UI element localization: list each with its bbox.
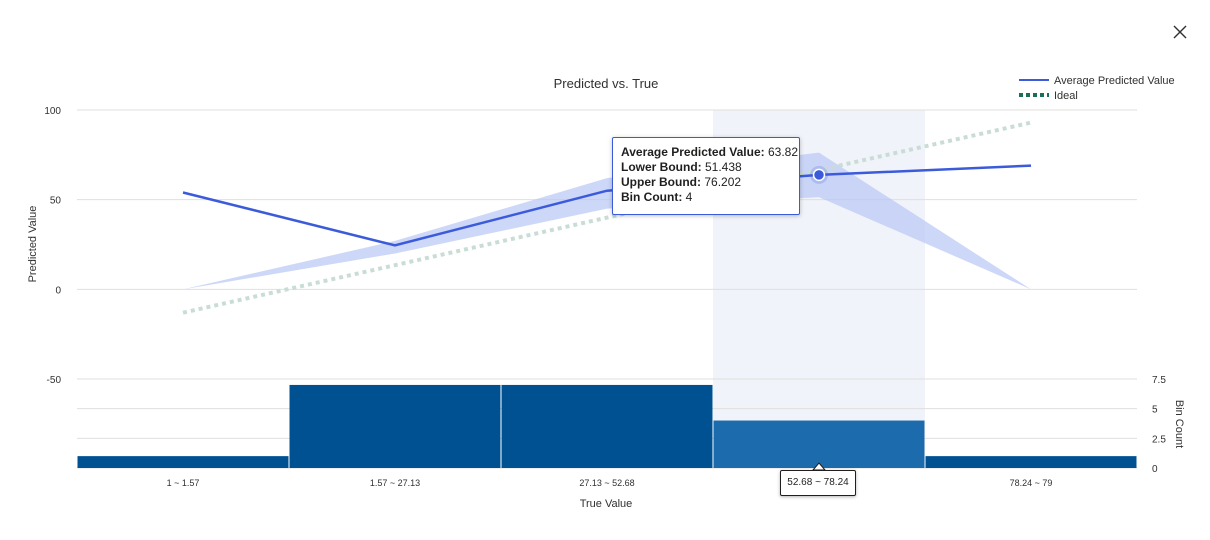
y-tick-label: 0 xyxy=(55,285,61,296)
ideal-line xyxy=(182,120,1032,315)
tooltip-lower-row: Lower Bound: 51.438 xyxy=(621,160,799,175)
legend-label-ideal: Ideal xyxy=(1054,90,1078,102)
data-point xyxy=(812,168,826,182)
chart-title: Predicted vs. True xyxy=(554,76,659,91)
tooltip-count-label: Bin Count: xyxy=(621,190,683,204)
y2-tick-label: 0 xyxy=(1152,464,1158,475)
tooltip-avg-value: 63.82 xyxy=(767,145,798,159)
confidence-band xyxy=(183,152,1031,290)
bin-bar xyxy=(713,420,925,468)
average-line xyxy=(182,164,1032,247)
tooltip-avg-label: Average Predicted Value: xyxy=(621,145,765,159)
bin-bar xyxy=(289,384,501,468)
y-tick-label: -50 xyxy=(47,375,62,386)
tooltip-count-value: 4 xyxy=(685,190,693,204)
y-tick-label: 50 xyxy=(50,196,62,207)
close-icon xyxy=(1173,25,1187,39)
y2-axis-label: Bin Count xyxy=(1173,400,1185,448)
x-tick-label: 27.13 ~ 52.68 xyxy=(579,478,634,488)
x-tick-label: 1.57 ~ 27.13 xyxy=(370,478,420,488)
x-axis-label: True Value xyxy=(580,498,633,510)
tooltip-lower-value: 51.438 xyxy=(705,160,742,174)
x-tick-label: 1 ~ 1.57 xyxy=(167,478,200,488)
x-tick-label: 78.24 ~ 79 xyxy=(1010,478,1053,488)
bin-bar xyxy=(501,384,713,468)
y2-tick-label: 5 xyxy=(1152,405,1158,416)
tooltip-upper-row: Upper Bound: 76.202 xyxy=(621,175,799,190)
legend-label-average: Average Predicted Value xyxy=(1054,75,1175,87)
point-tooltip: Average Predicted Value: 63.82 Lower Bou… xyxy=(612,137,800,215)
bin-tooltip: 52.68 ~ 78.24 xyxy=(780,470,856,496)
bin-bar xyxy=(925,456,1137,468)
tooltip-avg-row: Average Predicted Value: 63.82 xyxy=(621,145,799,160)
y-tick-label: 100 xyxy=(44,106,61,117)
y-axis-label: Predicted Value xyxy=(27,206,39,283)
close-button[interactable] xyxy=(1168,20,1192,44)
tooltip-upper-value: 76.202 xyxy=(704,175,742,189)
tooltip-upper-label: Upper Bound: xyxy=(621,175,701,189)
bin-bar xyxy=(77,456,289,468)
y2-tick-label: 2.5 xyxy=(1152,434,1166,445)
y2-tick-label: 7.5 xyxy=(1152,375,1166,386)
tooltip-lower-label: Lower Bound: xyxy=(621,160,702,174)
tooltip-count-row: Bin Count: 4 xyxy=(621,190,799,205)
